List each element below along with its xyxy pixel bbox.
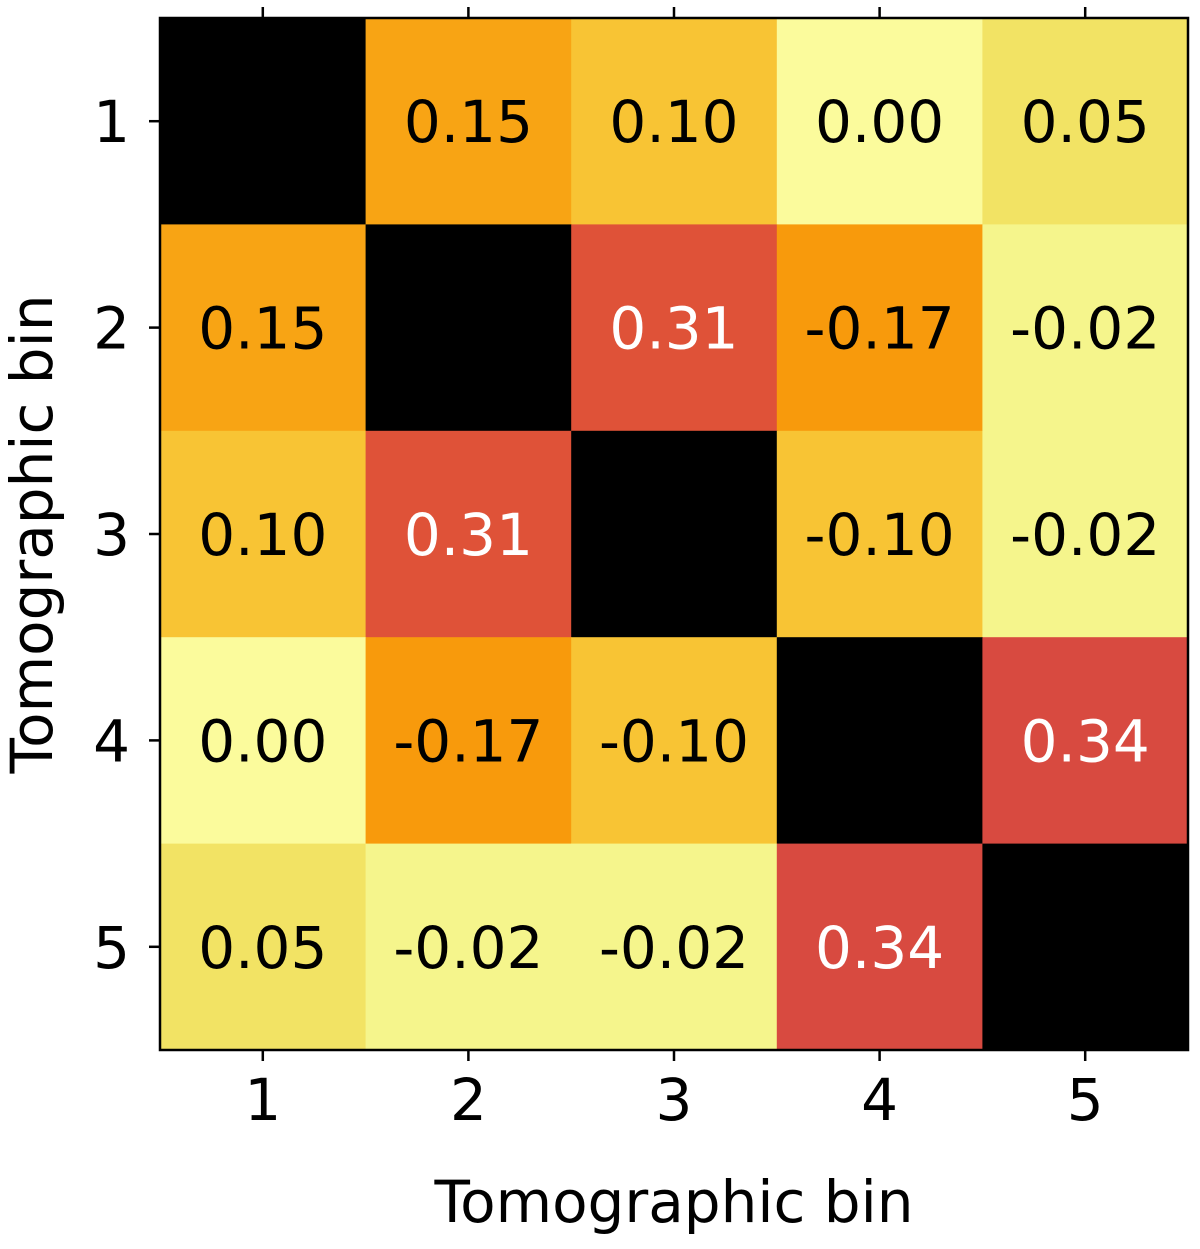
heatmap-cell — [160, 843, 367, 1051]
y-tick-label: 5 — [93, 914, 130, 982]
cell-value-label: 0.31 — [609, 295, 738, 363]
cell-value-label: 0.05 — [198, 914, 327, 982]
axis-tick-labels: 1 1 2 2 3 3 4 4 5 5 — [93, 88, 1104, 1134]
heatmap-cell — [160, 637, 367, 845]
heatmap-cells — [160, 18, 1189, 1051]
cell-value-label: 0.31 — [404, 501, 533, 569]
heatmap-cell-labels: 0.15 0.10 0.00 0.05 0.15 0.31 -0.17 -0.02 0.10 0.… — [198, 88, 1160, 982]
heatmap-cell — [776, 843, 983, 1051]
heatmap-cell — [982, 18, 1189, 225]
cell-value-label: -0.02 — [393, 914, 543, 982]
heatmap-cell — [365, 637, 572, 845]
x-tick-label: 1 — [244, 1066, 281, 1134]
heatmap-cell — [776, 18, 983, 225]
heatmap-cell — [365, 18, 572, 225]
x-axis-title: Tomographic bin — [434, 1168, 914, 1236]
y-tick-label: 3 — [93, 501, 130, 569]
heatmap-cell — [982, 637, 1189, 845]
y-tick-label: 2 — [93, 295, 130, 363]
cell-value-label: -0.02 — [1010, 501, 1160, 569]
x-tick-label: 2 — [450, 1066, 487, 1134]
heatmap-cell — [982, 430, 1189, 638]
cell-value-label: 0.10 — [198, 501, 327, 569]
heatmap-cell — [571, 843, 778, 1051]
heatmap-cell — [776, 224, 983, 432]
cell-value-label: -0.02 — [599, 914, 749, 982]
heatmap-cell — [571, 18, 778, 225]
axis-ticks — [149, 7, 1087, 1061]
heatmap-cell — [365, 843, 572, 1051]
y-tick-label: 1 — [93, 88, 130, 156]
heatmap-cell — [571, 224, 778, 432]
y-tick-label: 4 — [93, 707, 130, 775]
heatmap-cell — [160, 430, 367, 638]
cell-value-label: -0.10 — [599, 707, 749, 775]
x-tick-label: 4 — [861, 1066, 898, 1134]
cell-value-label: -0.02 — [1010, 295, 1160, 363]
cell-value-label: -0.17 — [393, 707, 543, 775]
cell-value-label: 0.34 — [815, 914, 944, 982]
cell-value-label: 0.05 — [1021, 88, 1150, 156]
x-tick-label: 3 — [656, 1066, 693, 1134]
heatmap-cell — [776, 637, 983, 845]
x-tick-label: 5 — [1067, 1066, 1104, 1134]
heatmap-cell — [160, 18, 367, 225]
heatmap-cell — [571, 430, 778, 638]
cell-value-label: 0.10 — [609, 88, 738, 156]
cell-value-label: -0.10 — [805, 501, 955, 569]
heatmap-cell — [160, 224, 367, 432]
cell-value-label: 0.34 — [1021, 707, 1150, 775]
heatmap-cell — [365, 224, 572, 432]
cell-value-label: -0.17 — [805, 295, 955, 363]
heatmap-cell — [982, 224, 1189, 432]
cell-value-label: 0.00 — [815, 88, 944, 156]
heatmap-cell — [776, 430, 983, 638]
heatmap-cell — [365, 430, 572, 638]
y-axis-title: Tomographic bin — [0, 295, 66, 775]
cell-value-label: 0.15 — [198, 295, 327, 363]
heatmap-cell — [571, 637, 778, 845]
heatmap-cell — [982, 843, 1189, 1051]
cell-value-label: 0.00 — [198, 707, 327, 775]
cell-value-label: 0.15 — [404, 88, 533, 156]
